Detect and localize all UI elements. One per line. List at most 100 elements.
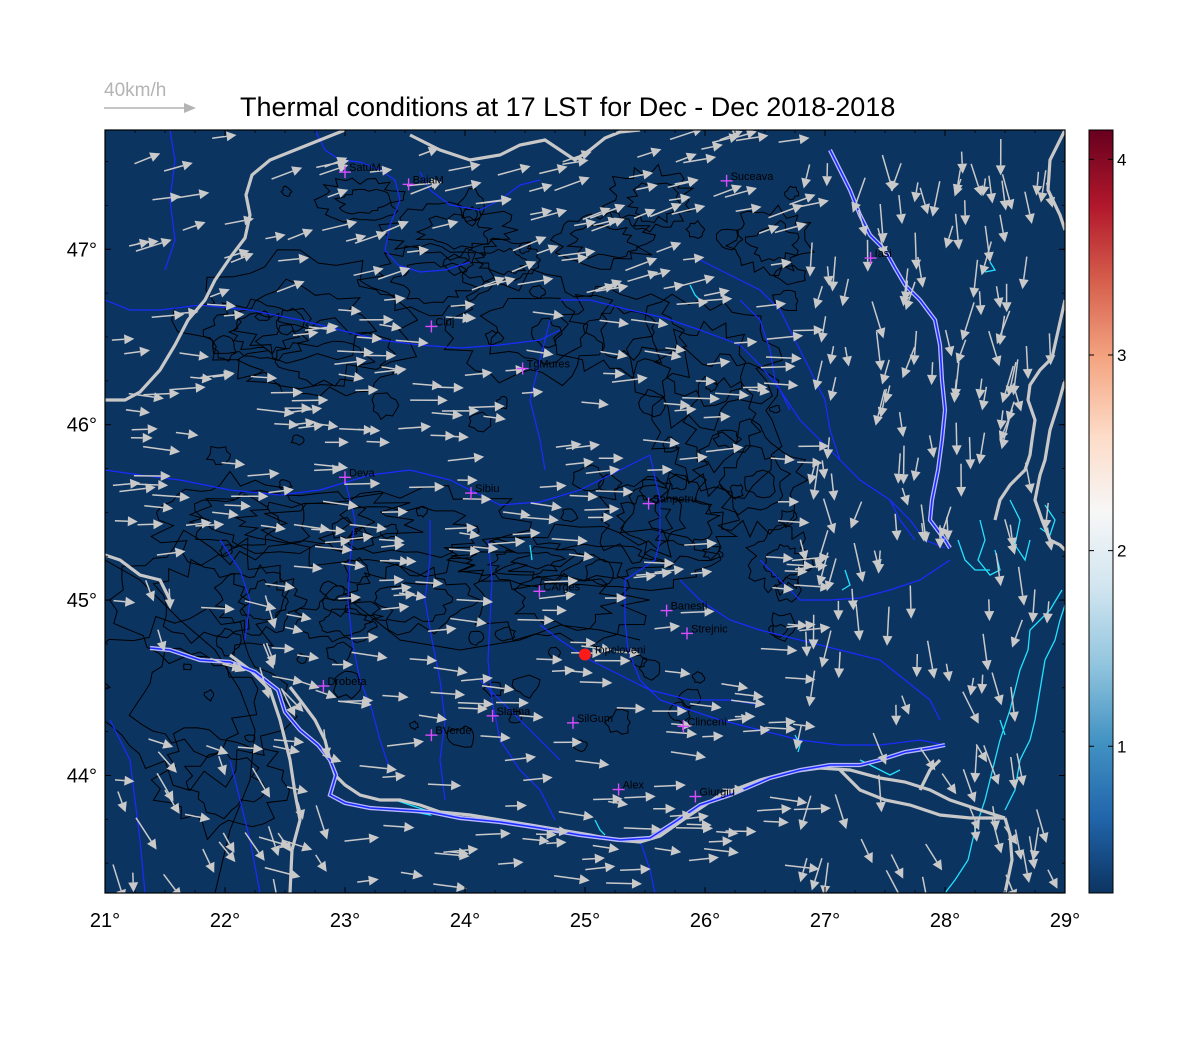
wind-arrow — [381, 506, 409, 517]
wind-arrow-head — [901, 291, 912, 302]
wind-arrow-head — [618, 317, 630, 328]
wind-arrow-shaft — [526, 349, 544, 354]
wind-arrow-shaft — [890, 854, 900, 871]
wind-arrow-shaft — [973, 259, 979, 289]
wind-arrow — [853, 542, 866, 583]
wind-arrow-head — [187, 429, 199, 440]
wind-arrow-shaft — [1003, 415, 1011, 440]
wind-arrow — [345, 233, 367, 244]
wind-arrow — [366, 437, 390, 448]
rivers — [105, 130, 951, 893]
wind-arrow — [1018, 256, 1029, 290]
wind-arrow-head — [1007, 543, 1017, 555]
wind-arrow-head — [458, 431, 469, 442]
wind-arrow-head — [810, 879, 820, 891]
wind-arrow-head — [395, 771, 406, 782]
wind-arrow — [813, 285, 824, 309]
wind-arrow-shaft — [530, 211, 543, 216]
wind-arrow — [663, 399, 691, 410]
contour-line — [571, 464, 605, 492]
wind-arrow-shaft — [1005, 874, 1014, 891]
contour-line — [212, 334, 237, 362]
wind-arrow-shaft — [823, 630, 832, 659]
wind-arrow — [818, 460, 829, 480]
wind-arrow — [412, 380, 443, 391]
wind-arrow — [293, 523, 331, 534]
wind-arrow — [604, 593, 627, 603]
wind-arrow-shaft — [802, 858, 808, 873]
wind-arrow-head — [160, 471, 171, 481]
wind-arrow-head — [994, 694, 1004, 706]
wind-arrow — [644, 350, 682, 361]
wind-arrow — [148, 738, 174, 749]
wind-arrow-shaft — [418, 150, 430, 157]
wind-arrow-head — [631, 878, 642, 889]
wind-arrow-shaft — [908, 281, 916, 301]
wind-arrow — [366, 350, 397, 361]
wind-arrow — [807, 459, 817, 485]
wind-arrow-shaft — [817, 285, 824, 300]
wind-arrow — [458, 703, 488, 714]
wind-arrow-head — [620, 655, 631, 666]
wind-arrow — [708, 836, 733, 847]
wind-arrow — [643, 437, 680, 448]
wind-arrow-head — [533, 387, 544, 398]
wind-arrow — [133, 471, 171, 481]
wind-arrow-head — [826, 522, 837, 534]
wind-arrow-shaft — [117, 791, 123, 804]
wind-arrow-head — [705, 376, 716, 387]
wind-arrow-head — [1045, 196, 1056, 208]
wind-arrow-shaft — [247, 473, 270, 477]
wind-arrow-shaft — [539, 485, 557, 489]
wind-arrow — [1010, 619, 1024, 648]
wind-arrow — [592, 843, 620, 853]
wind-arrow-head — [706, 538, 717, 549]
wind-arrow-shaft — [853, 501, 863, 520]
contour-line — [725, 204, 815, 277]
wind-arrow-shaft — [434, 852, 460, 857]
wind-arrow — [555, 440, 582, 451]
station-label: SilGum — [577, 713, 613, 725]
wind-arrow-head — [819, 441, 830, 452]
wind-arrow-head — [169, 445, 181, 456]
wind-arrow-shaft — [1035, 809, 1045, 834]
wind-arrow — [793, 720, 816, 731]
wind-arrow — [223, 310, 245, 320]
wind-arrow-head — [738, 389, 750, 400]
wind-arrow-shaft — [921, 523, 924, 532]
wind-arrow-shaft — [703, 291, 721, 297]
wind-arrow-shaft — [262, 643, 271, 660]
wind-arrow-head — [292, 675, 304, 686]
wind-arrow — [272, 878, 277, 893]
wind-arrow — [819, 630, 832, 668]
wind-arrow — [885, 869, 900, 893]
wind-arrow — [114, 516, 138, 527]
wind-arrow-shaft — [926, 640, 934, 670]
wind-arrow-shaft — [901, 487, 906, 497]
wind-arrow — [623, 824, 662, 834]
wind-arrow-shaft — [430, 434, 446, 437]
wind-arrow — [960, 200, 971, 226]
wind-arrow-head — [838, 818, 849, 830]
wind-arrow — [222, 661, 243, 672]
wind-arrow-head — [548, 514, 559, 525]
wind-arrow-head — [711, 701, 722, 712]
wind-arrow — [190, 373, 213, 384]
wind-arrow-head — [965, 459, 976, 470]
border-line — [409, 130, 641, 162]
wind-arrow-head — [293, 280, 305, 290]
wind-arrow-head — [927, 447, 937, 458]
wind-arrow-head — [311, 404, 323, 415]
wind-arrow-head — [1004, 198, 1015, 210]
wind-arrow-shaft — [546, 842, 557, 845]
wind-arrow — [668, 193, 691, 204]
wind-arrow-head — [855, 571, 866, 583]
wind-arrow — [504, 753, 537, 763]
wind-arrow-shaft — [945, 663, 949, 672]
wind-arrow-shaft — [450, 304, 466, 308]
wind-arrow-shaft — [137, 523, 154, 526]
wind-arrow — [798, 795, 812, 831]
wind-arrow-shaft — [586, 286, 606, 294]
wind-arrow-shaft — [914, 457, 920, 472]
wind-arrow-head — [293, 736, 305, 747]
